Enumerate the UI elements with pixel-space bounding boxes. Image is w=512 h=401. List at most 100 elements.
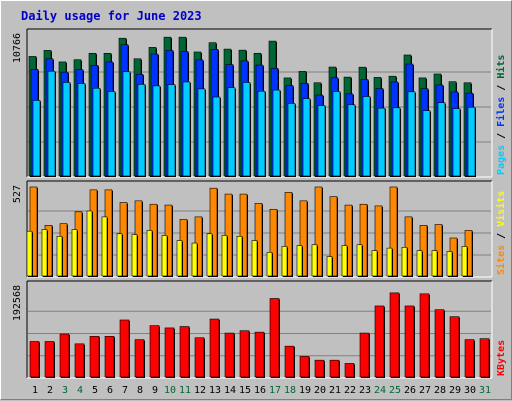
day-label-27: 27 — [419, 385, 431, 396]
day-label-22: 22 — [344, 385, 356, 396]
bar-sites-day-23 — [359, 203, 368, 277]
bar-visits-day-22 — [341, 245, 348, 277]
bar-kbytes-day-18 — [284, 345, 295, 378]
bar-kbytes-day-6 — [104, 336, 115, 378]
legend-kbytes: KBytes — [496, 340, 507, 376]
bar-kbytes-day-26 — [404, 305, 415, 378]
bar-pages-day-30 — [467, 106, 476, 177]
bar-visits-day-23 — [356, 244, 363, 277]
bar-sites-day-17 — [269, 208, 278, 277]
bar-kbytes-day-30 — [464, 339, 475, 378]
bar-pages-day-2 — [47, 70, 56, 177]
ymax-label-usage: 10766 — [12, 33, 23, 63]
bar-sites-day-21 — [329, 196, 338, 277]
day-label-13: 13 — [209, 385, 221, 396]
legend-files: Files — [495, 97, 507, 127]
day-label-19: 19 — [299, 385, 311, 396]
bar-kbytes-day-21 — [329, 359, 340, 378]
bar-pages-day-17 — [272, 89, 281, 177]
day-label-15: 15 — [239, 385, 251, 396]
day-label-26: 26 — [404, 385, 416, 396]
bar-visits-day-26 — [401, 246, 408, 277]
bar-kbytes-day-12 — [194, 337, 205, 378]
right-legend-usage: Pages / Files / Hits — [495, 55, 507, 175]
bar-visits-day-2 — [41, 229, 48, 277]
day-label-28: 28 — [434, 385, 446, 396]
bar-pages-day-12 — [197, 88, 206, 177]
bar-pages-day-14 — [227, 87, 236, 177]
bar-sites-day-28 — [434, 224, 443, 277]
bar-visits-day-25 — [386, 247, 393, 277]
bar-kbytes-day-8 — [134, 339, 145, 378]
bar-kbytes-day-29 — [449, 316, 460, 378]
bar-visits-day-3 — [56, 236, 63, 277]
bar-visits-day-6 — [101, 216, 108, 277]
bar-visits-day-13 — [206, 233, 213, 277]
bar-visits-day-7 — [116, 233, 123, 277]
day-label-31: 31 — [479, 385, 491, 396]
bar-kbytes-day-10 — [164, 327, 175, 378]
bar-sites-day-24 — [374, 205, 383, 277]
bar-pages-day-1 — [32, 100, 41, 177]
day-label-10: 10 — [164, 385, 176, 396]
bar-visits-day-4 — [71, 229, 78, 277]
day-label-12: 12 — [194, 385, 206, 396]
bar-pages-day-20 — [317, 105, 326, 177]
bar-kbytes-day-4 — [74, 343, 85, 378]
bar-kbytes-day-16 — [254, 331, 265, 378]
bar-pages-day-22 — [347, 104, 356, 177]
bar-kbytes-day-23 — [359, 332, 370, 378]
bar-pages-day-9 — [152, 85, 161, 177]
bar-visits-day-18 — [281, 246, 288, 277]
day-label-25: 25 — [389, 385, 401, 396]
day-label-8: 8 — [137, 385, 143, 396]
bar-pages-day-3 — [62, 82, 71, 177]
bar-visits-day-29 — [446, 251, 453, 277]
bar-visits-day-10 — [161, 235, 168, 277]
chart-title: Daily usage for June 2023 — [21, 9, 202, 23]
day-label-23: 23 — [359, 385, 371, 396]
legend-separator: / — [496, 127, 507, 145]
day-label-20: 20 — [314, 385, 326, 396]
day-label-3: 3 — [62, 385, 68, 396]
bar-pages-day-18 — [287, 103, 296, 177]
bar-kbytes-day-24 — [374, 305, 385, 378]
bar-pages-day-16 — [257, 90, 266, 177]
bar-kbytes-day-14 — [224, 332, 235, 378]
bar-kbytes-day-3 — [59, 333, 70, 378]
bar-sites-day-19 — [299, 200, 308, 277]
bar-visits-day-15 — [236, 236, 243, 277]
bar-pages-day-11 — [182, 81, 191, 177]
legend-visits: Visits — [495, 191, 507, 227]
day-label-4: 4 — [77, 385, 83, 396]
bar-sites-day-15 — [239, 193, 248, 277]
bar-visits-day-8 — [131, 234, 138, 277]
day-label-2: 2 — [47, 385, 53, 396]
day-label-9: 9 — [152, 385, 158, 396]
bar-pages-day-7 — [122, 71, 131, 177]
day-label-14: 14 — [224, 385, 236, 396]
day-label-7: 7 — [122, 385, 128, 396]
day-label-24: 24 — [374, 385, 386, 396]
day-label-17: 17 — [269, 385, 281, 396]
day-label-21: 21 — [329, 385, 341, 396]
bar-pages-day-8 — [137, 84, 146, 177]
bar-kbytes-day-20 — [314, 359, 325, 378]
bar-kbytes-day-22 — [344, 363, 355, 378]
bar-kbytes-day-7 — [119, 319, 130, 378]
bar-kbytes-day-25 — [389, 292, 400, 378]
bar-visits-day-30 — [461, 246, 468, 277]
bar-pages-day-28 — [437, 102, 446, 177]
bar-kbytes-day-13 — [209, 318, 220, 378]
bar-kbytes-day-17 — [269, 298, 280, 378]
bar-visits-day-28 — [431, 250, 438, 277]
bar-kbytes-day-11 — [179, 326, 190, 378]
bar-visits-day-1 — [26, 230, 33, 277]
bar-visits-day-27 — [416, 250, 423, 277]
bar-sites-day-26 — [404, 216, 413, 277]
legend-separator: / — [496, 227, 507, 245]
bar-sites-day-16 — [254, 203, 263, 277]
bar-kbytes-day-15 — [239, 330, 250, 378]
bar-kbytes-day-19 — [299, 356, 310, 378]
ymax-label-visitors: 527 — [12, 185, 23, 203]
